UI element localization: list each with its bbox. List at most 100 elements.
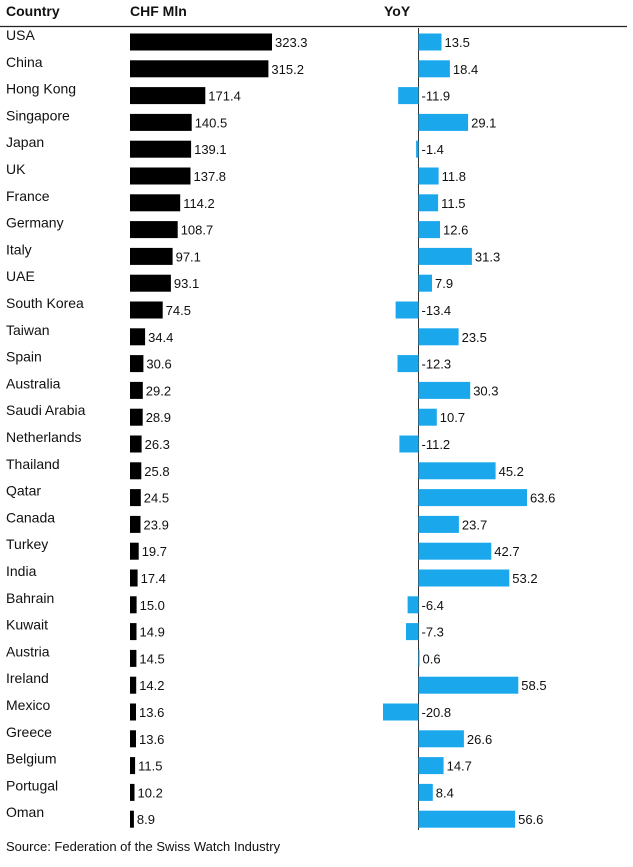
yoy-bar-usa <box>418 33 442 51</box>
value-bar-hong-kong <box>130 87 206 105</box>
value-label-saudi-arabia: 28.9 <box>146 410 171 425</box>
yoy-label-hong-kong: -11.9 <box>422 89 451 104</box>
yoy-label-south-korea: -13.4 <box>422 303 452 318</box>
value-label-uae: 93.1 <box>174 276 199 291</box>
country-label-canada: Canada <box>6 509 55 525</box>
yoy-label-japan: -1.4 <box>422 142 444 157</box>
value-bar-thailand <box>130 462 142 480</box>
yoy-label-uk: 11.8 <box>442 169 466 184</box>
value-bar-kuwait <box>130 623 137 641</box>
value-bar-japan <box>130 140 192 158</box>
yoy-bar-uk <box>418 167 439 185</box>
yoy-label-usa: 13.5 <box>445 35 470 50</box>
country-label-japan: Japan <box>6 134 44 150</box>
value-label-singapore: 140.5 <box>195 115 228 130</box>
yoy-label-italy: 31.3 <box>475 249 500 264</box>
country-column-header: Country <box>6 3 60 19</box>
yoy-bar-japan <box>416 140 419 158</box>
value-bar-qatar <box>130 489 141 507</box>
value-bar-uk <box>130 167 191 185</box>
country-label-uk: UK <box>6 161 26 177</box>
yoy-label-france: 11.5 <box>441 196 465 211</box>
value-bar-south-korea <box>130 301 163 319</box>
country-label-india: India <box>6 563 37 579</box>
value-label-austria: 14.5 <box>139 651 164 666</box>
yoy-column-header: YoY <box>384 3 411 19</box>
value-label-china: 315.2 <box>271 62 304 77</box>
value-bar-canada <box>130 515 141 533</box>
yoy-bar-france <box>418 194 439 212</box>
value-bar-turkey <box>130 542 139 560</box>
yoy-bar-germany <box>418 221 440 239</box>
value-label-south-korea: 74.5 <box>166 303 191 318</box>
value-label-thailand: 25.8 <box>144 464 169 479</box>
yoy-bar-china <box>418 60 450 78</box>
value-bar-spain <box>130 355 144 373</box>
value-bar-uae <box>130 274 171 292</box>
country-label-australia: Australia <box>6 375 61 391</box>
value-bar-ireland <box>130 676 137 694</box>
yoy-label-thailand: 45.2 <box>499 464 524 479</box>
yoy-label-turkey: 42.7 <box>494 544 519 559</box>
value-label-australia: 29.2 <box>146 383 171 398</box>
yoy-label-mexico: -20.8 <box>422 705 452 720</box>
yoy-bar-spain <box>397 355 419 373</box>
value-bar-italy <box>130 247 173 265</box>
yoy-bar-portugal <box>418 783 433 801</box>
value-bar-oman <box>130 810 134 828</box>
yoy-bar-kuwait <box>406 623 419 641</box>
yoy-label-portugal: 8.4 <box>436 785 454 800</box>
yoy-label-oman: 56.6 <box>518 812 543 827</box>
value-label-germany: 108.7 <box>181 223 214 238</box>
yoy-bar-italy <box>418 247 472 265</box>
yoy-bar-hong-kong <box>398 87 419 105</box>
value-label-oman: 8.9 <box>137 812 155 827</box>
country-label-turkey: Turkey <box>6 536 48 552</box>
value-label-turkey: 19.7 <box>142 544 167 559</box>
country-label-singapore: Singapore <box>6 107 70 123</box>
country-label-bahrain: Bahrain <box>6 590 54 606</box>
yoy-bar-taiwan <box>418 328 459 346</box>
value-label-netherlands: 26.3 <box>145 437 170 452</box>
country-label-netherlands: Netherlands <box>6 429 82 445</box>
value-bar-usa <box>130 33 272 51</box>
value-bar-france <box>130 194 181 212</box>
yoy-label-belgium: 14.7 <box>447 759 472 774</box>
yoy-label-kuwait: -7.3 <box>422 625 444 640</box>
country-label-ireland: Ireland <box>6 670 49 686</box>
country-label-austria: Austria <box>6 643 50 659</box>
value-bar-singapore <box>130 113 192 131</box>
country-label-belgium: Belgium <box>6 751 57 767</box>
country-label-hong-kong: Hong Kong <box>6 81 76 97</box>
value-bar-china <box>130 60 269 78</box>
yoy-bar-uae <box>418 274 432 292</box>
yoy-bar-canada <box>418 515 459 533</box>
value-label-mexico: 13.6 <box>139 705 164 720</box>
country-label-taiwan: Taiwan <box>6 322 50 338</box>
yoy-label-china: 18.4 <box>453 62 478 77</box>
yoy-label-taiwan: 23.5 <box>462 330 487 345</box>
yoy-bar-india <box>418 569 510 587</box>
value-label-belgium: 11.5 <box>138 759 162 774</box>
value-label-spain: 30.6 <box>146 357 171 372</box>
yoy-label-saudi-arabia: 10.7 <box>440 410 465 425</box>
country-label-portugal: Portugal <box>6 777 58 793</box>
yoy-bar-bahrain <box>407 596 419 614</box>
yoy-label-canada: 23.7 <box>462 517 487 532</box>
country-label-mexico: Mexico <box>6 697 51 713</box>
yoy-bar-south-korea <box>395 301 419 319</box>
yoy-label-austria: 0.6 <box>423 651 441 666</box>
value-bar-portugal <box>130 783 135 801</box>
value-bar-taiwan <box>130 328 146 346</box>
value-label-canada: 23.9 <box>144 517 169 532</box>
value-label-france: 114.2 <box>183 196 215 211</box>
yoy-label-singapore: 29.1 <box>471 115 496 130</box>
yoy-label-uae: 7.9 <box>435 276 453 291</box>
value-label-uk: 137.8 <box>194 169 227 184</box>
value-label-portugal: 10.2 <box>138 785 163 800</box>
value-bar-germany <box>130 221 178 239</box>
country-label-spain: Spain <box>6 349 42 365</box>
country-label-usa: USA <box>6 27 35 43</box>
yoy-label-germany: 12.6 <box>443 223 468 238</box>
